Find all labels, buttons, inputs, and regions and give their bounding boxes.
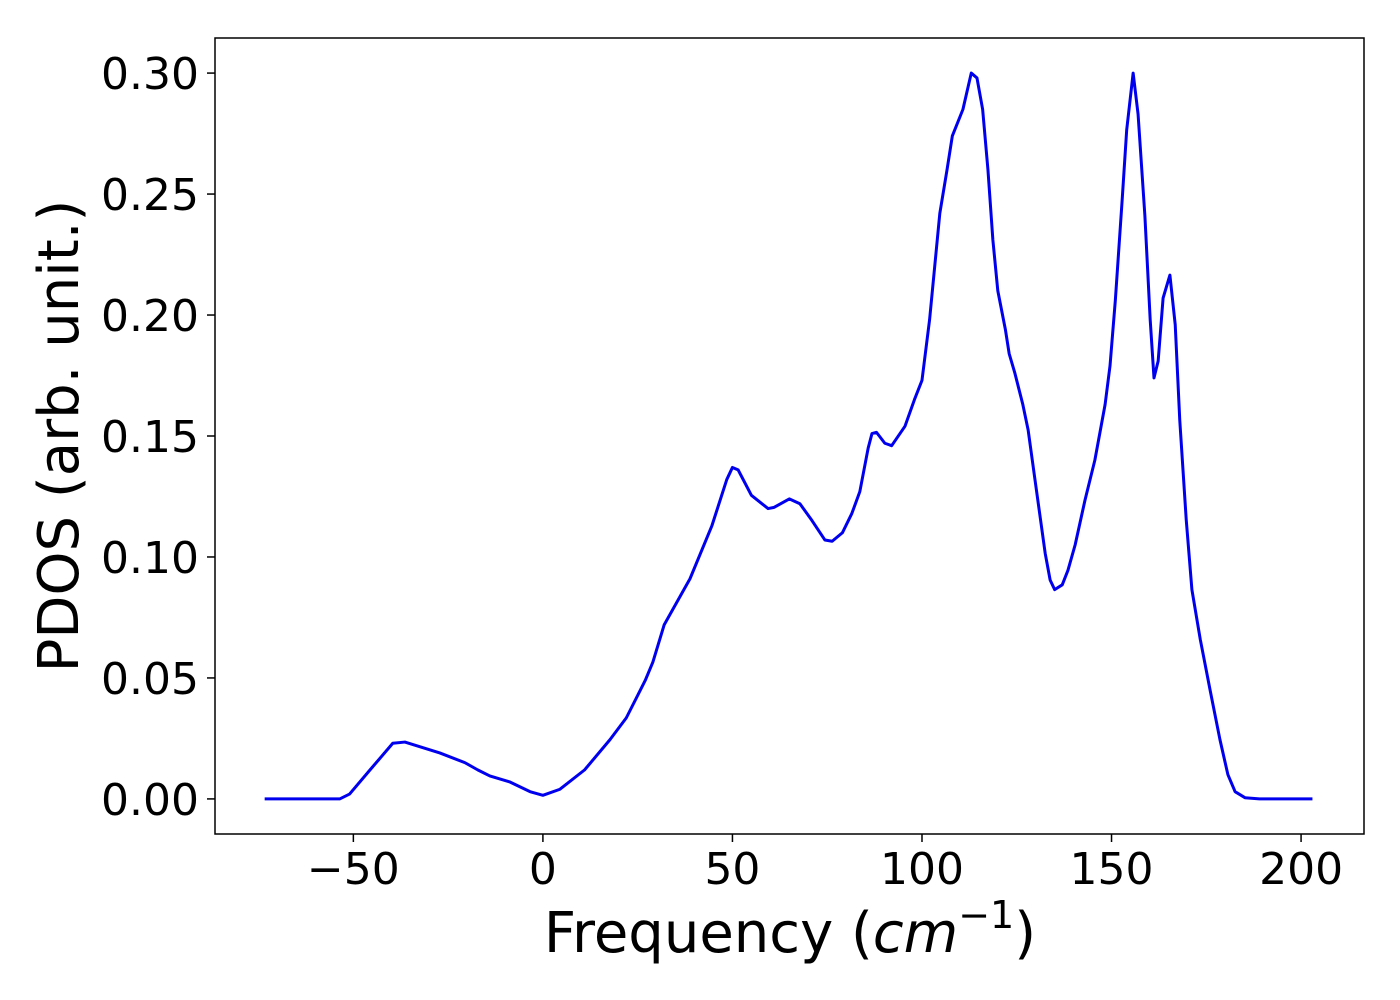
y-axis-label: PDOS (arb. unit.) [27,200,92,673]
y-tick-label: 0.00 [101,775,199,826]
y-tick-label: 0.20 [101,291,199,342]
y-tick-label: 0.15 [101,412,199,463]
line [264,71,1313,801]
plot-frame [214,37,1365,835]
y-tick-label: 0.30 [101,49,199,100]
x-tick-label: 200 [1259,844,1343,895]
x-axis-label: Frequency (cm−1) [544,893,1036,966]
x-tick-label: 50 [704,844,760,895]
x-tick-label: 100 [880,844,964,895]
x-tick-label: 0 [529,844,557,895]
y-tick-label: 0.05 [101,654,199,705]
x-label-close: ) [1014,901,1036,966]
y-tick-label: 0.10 [101,533,199,584]
x-tick-label: −50 [307,844,400,895]
x-label-text: Frequency ( [544,901,873,966]
x-label-unit: cm [873,901,958,966]
y-tick-label: 0.25 [101,170,199,221]
x-label-exponent: −1 [958,893,1014,937]
x-tick-label: 150 [1070,844,1154,895]
